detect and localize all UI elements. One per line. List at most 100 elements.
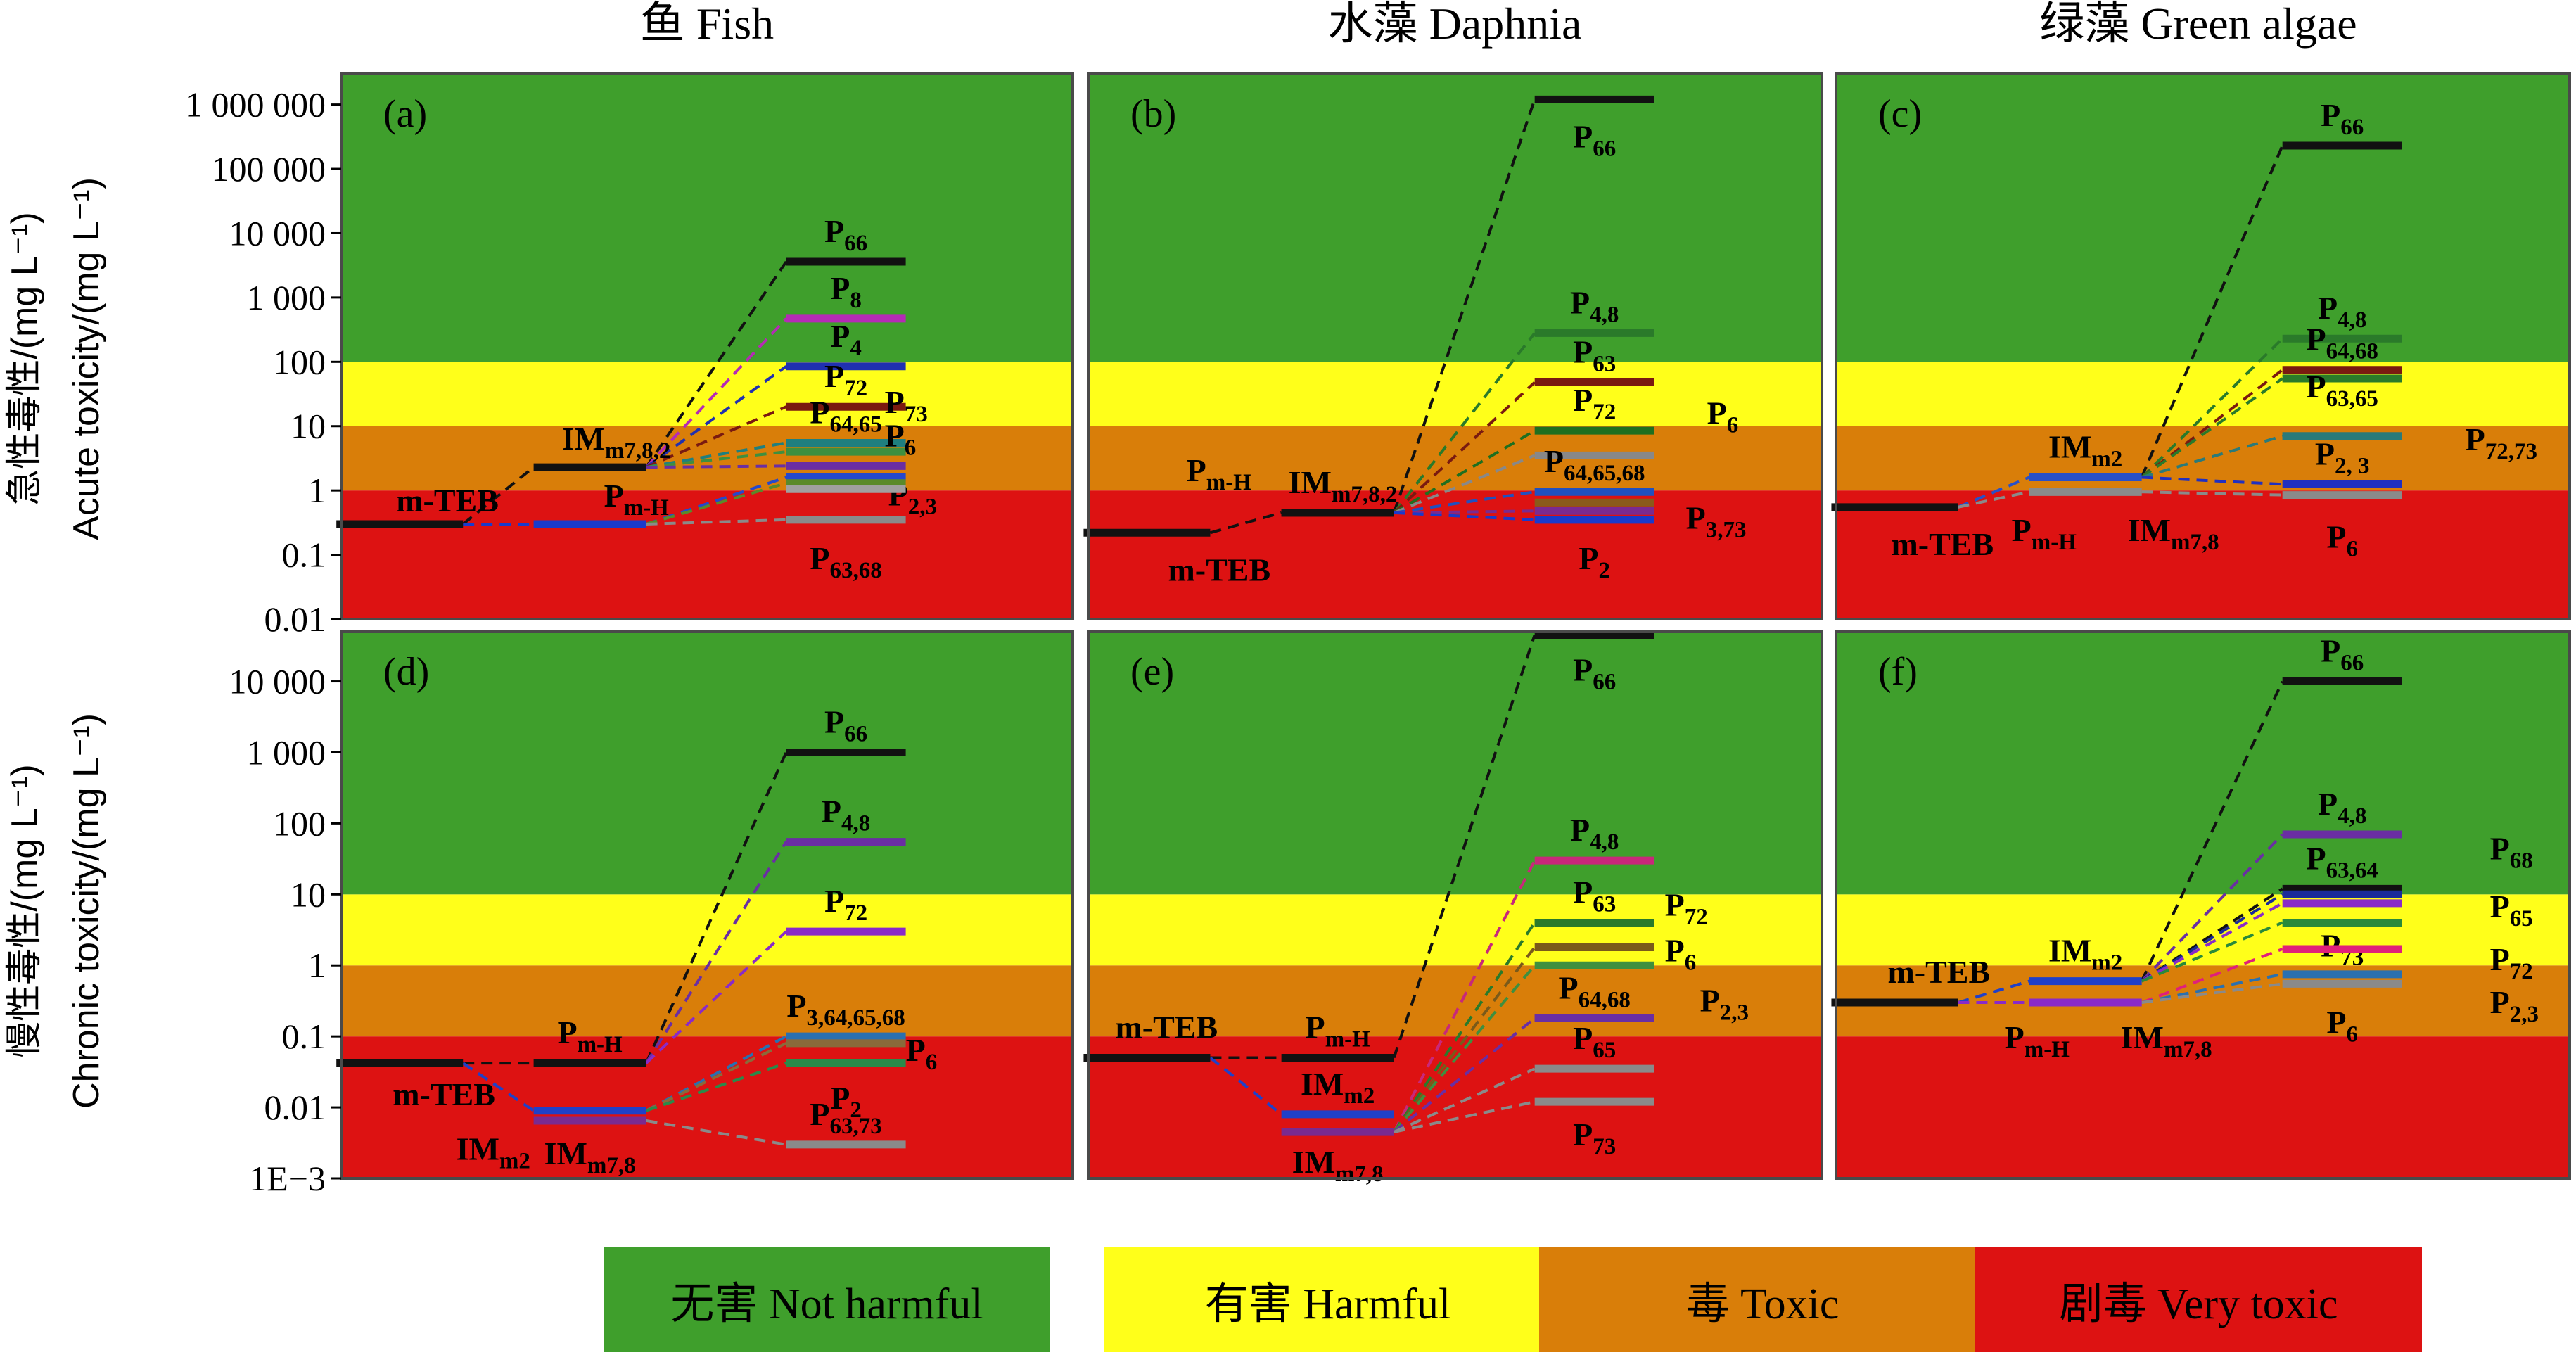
band-3 <box>1836 74 2570 362</box>
band-1 <box>341 965 1073 1037</box>
panel-f: m-TEBIMm2Pm-HIMm7,8P66P4,8P63,64P68P65P7… <box>1831 630 2571 1180</box>
band-3 <box>341 632 1073 895</box>
connector-line <box>645 405 787 469</box>
band-2 <box>1088 362 1822 426</box>
column-titles: 鱼 Fish 水藻 Daphnia 绿藻 Green algae <box>640 0 2357 49</box>
bar-label-pmh: Pm-H <box>2012 512 2077 555</box>
connector-line <box>644 751 788 1064</box>
connector-line <box>462 1062 535 1112</box>
bar-label-mteb: m-TEB <box>1891 526 1994 562</box>
panel-label: (a) <box>383 92 427 136</box>
connector-line <box>646 464 786 469</box>
band-2 <box>1088 894 1822 966</box>
connector-line <box>1393 1067 1536 1133</box>
connector-line <box>1957 979 2030 1004</box>
connector-line <box>2141 476 2283 486</box>
connector-line <box>644 260 788 469</box>
legend-label: 无害 Not harmful <box>670 1280 983 1328</box>
connector-line <box>644 841 788 1064</box>
y-label-acute-en: Acute toxicity/(mg L⁻¹) <box>66 177 107 540</box>
y-label-chronic-cn: 慢性毒性/(mg L⁻¹) <box>4 764 45 1057</box>
y-tick-label: 10 <box>291 874 326 914</box>
bar-label-mteb: m-TEB <box>1887 954 1990 990</box>
column-title-green-algae: 绿藻 Green algae <box>2039 0 2357 49</box>
connector-line <box>2141 490 2283 497</box>
band-2 <box>341 362 1073 426</box>
connector-line <box>1957 476 2030 509</box>
y-tick-label: 1E−3 <box>249 1159 326 1198</box>
column-title-daphnia: 水藻 Daphnia <box>1328 0 1582 49</box>
panel-label: (b) <box>1130 92 1176 136</box>
connector-line <box>1392 922 1536 1133</box>
panel-frame <box>340 72 1074 620</box>
connector-line <box>645 317 788 469</box>
band-1 <box>341 426 1073 491</box>
panel-frame <box>1087 72 1823 620</box>
y-tick-label: 100 <box>273 342 326 381</box>
y-tick-label: 1 000 000 <box>185 85 326 125</box>
connector-line <box>1393 381 1536 514</box>
band-1 <box>1836 965 2570 1037</box>
bar-label-mteb: m-TEB <box>393 1076 495 1112</box>
connector-line <box>646 450 786 469</box>
connector-lines <box>1957 145 2284 509</box>
band-3 <box>341 74 1073 362</box>
connector-lines <box>1209 98 1536 535</box>
bar-label-pmh: Pm-H <box>557 1014 623 1057</box>
band-2 <box>1836 362 2570 426</box>
band-3 <box>1836 632 2570 895</box>
panel-label: (c) <box>1878 92 1922 136</box>
y-tick-label: 10 <box>291 407 326 446</box>
connector-line <box>646 481 787 526</box>
panel-frame <box>340 630 1074 1180</box>
y-tick-label: 0.1 <box>282 1017 326 1056</box>
connector-line <box>2141 434 2283 479</box>
connector-line <box>645 1062 787 1112</box>
legend-item-2: 毒 Toxic <box>1539 1247 1986 1352</box>
band-0 <box>341 1036 1073 1178</box>
band-0 <box>1836 490 2570 619</box>
bar-label-p6: P6 <box>1707 395 1739 438</box>
connector-line <box>1393 429 1536 514</box>
y-tick-label: 100 000 <box>212 149 326 189</box>
legend-label: 剧毒 Very toxic <box>2059 1280 2338 1328</box>
column-title-fish: 鱼 Fish <box>640 0 774 49</box>
panel-frame <box>1835 72 2571 620</box>
legend-label: 有害 Harmful <box>1204 1280 1451 1328</box>
connector-line <box>2141 377 2283 479</box>
connector-line <box>645 1042 787 1112</box>
y-label-acute-cn: 急性毒性/(mg L⁻¹) <box>4 212 45 505</box>
panel-label: (f) <box>1878 650 1918 694</box>
connector-line <box>2141 833 2284 983</box>
connector-line <box>646 518 786 526</box>
panel-frame <box>1087 630 1823 1180</box>
connector-line <box>645 365 787 469</box>
connector-line <box>646 1119 786 1146</box>
bar-label-mteb: m-TEB <box>396 483 499 518</box>
connector-line <box>1394 511 1535 521</box>
connector-lines <box>1209 634 1536 1134</box>
band-1 <box>1088 965 1822 1037</box>
y-tick-label: 1 <box>308 471 326 510</box>
connector-line <box>1392 634 1536 1059</box>
band-2 <box>1836 894 2570 966</box>
bar-label-p72: P72 <box>1573 382 1616 425</box>
connector-line <box>2141 902 2283 983</box>
panels: m-TEBIMm7,8,2Pm-HP66P8P4P72P64,65P73P6P2… <box>185 72 2571 1198</box>
bar-label-mteb: m-TEB <box>1115 1010 1218 1045</box>
y-label-chronic-en: Chronic toxicity/(mg L⁻¹) <box>66 713 107 1109</box>
bar-label-p48: P4,8 <box>1570 284 1619 327</box>
connector-line <box>1392 860 1536 1133</box>
connector-line <box>1209 1056 1282 1116</box>
band-0 <box>341 490 1073 619</box>
y-tick-label: 10 000 <box>229 662 326 701</box>
y-tick-label: 0.01 <box>264 1088 326 1127</box>
bar-label-p6: P6 <box>2326 1004 2358 1047</box>
panel-e: m-TEB Pm-HIMm2IMm7,8P66P4,8P72P63P6P2,3P6… <box>1083 630 1823 1187</box>
legend-label: 毒 Toxic <box>1685 1280 1839 1328</box>
connector-line <box>1958 490 2030 509</box>
y-tick-label: 1 <box>308 946 326 985</box>
